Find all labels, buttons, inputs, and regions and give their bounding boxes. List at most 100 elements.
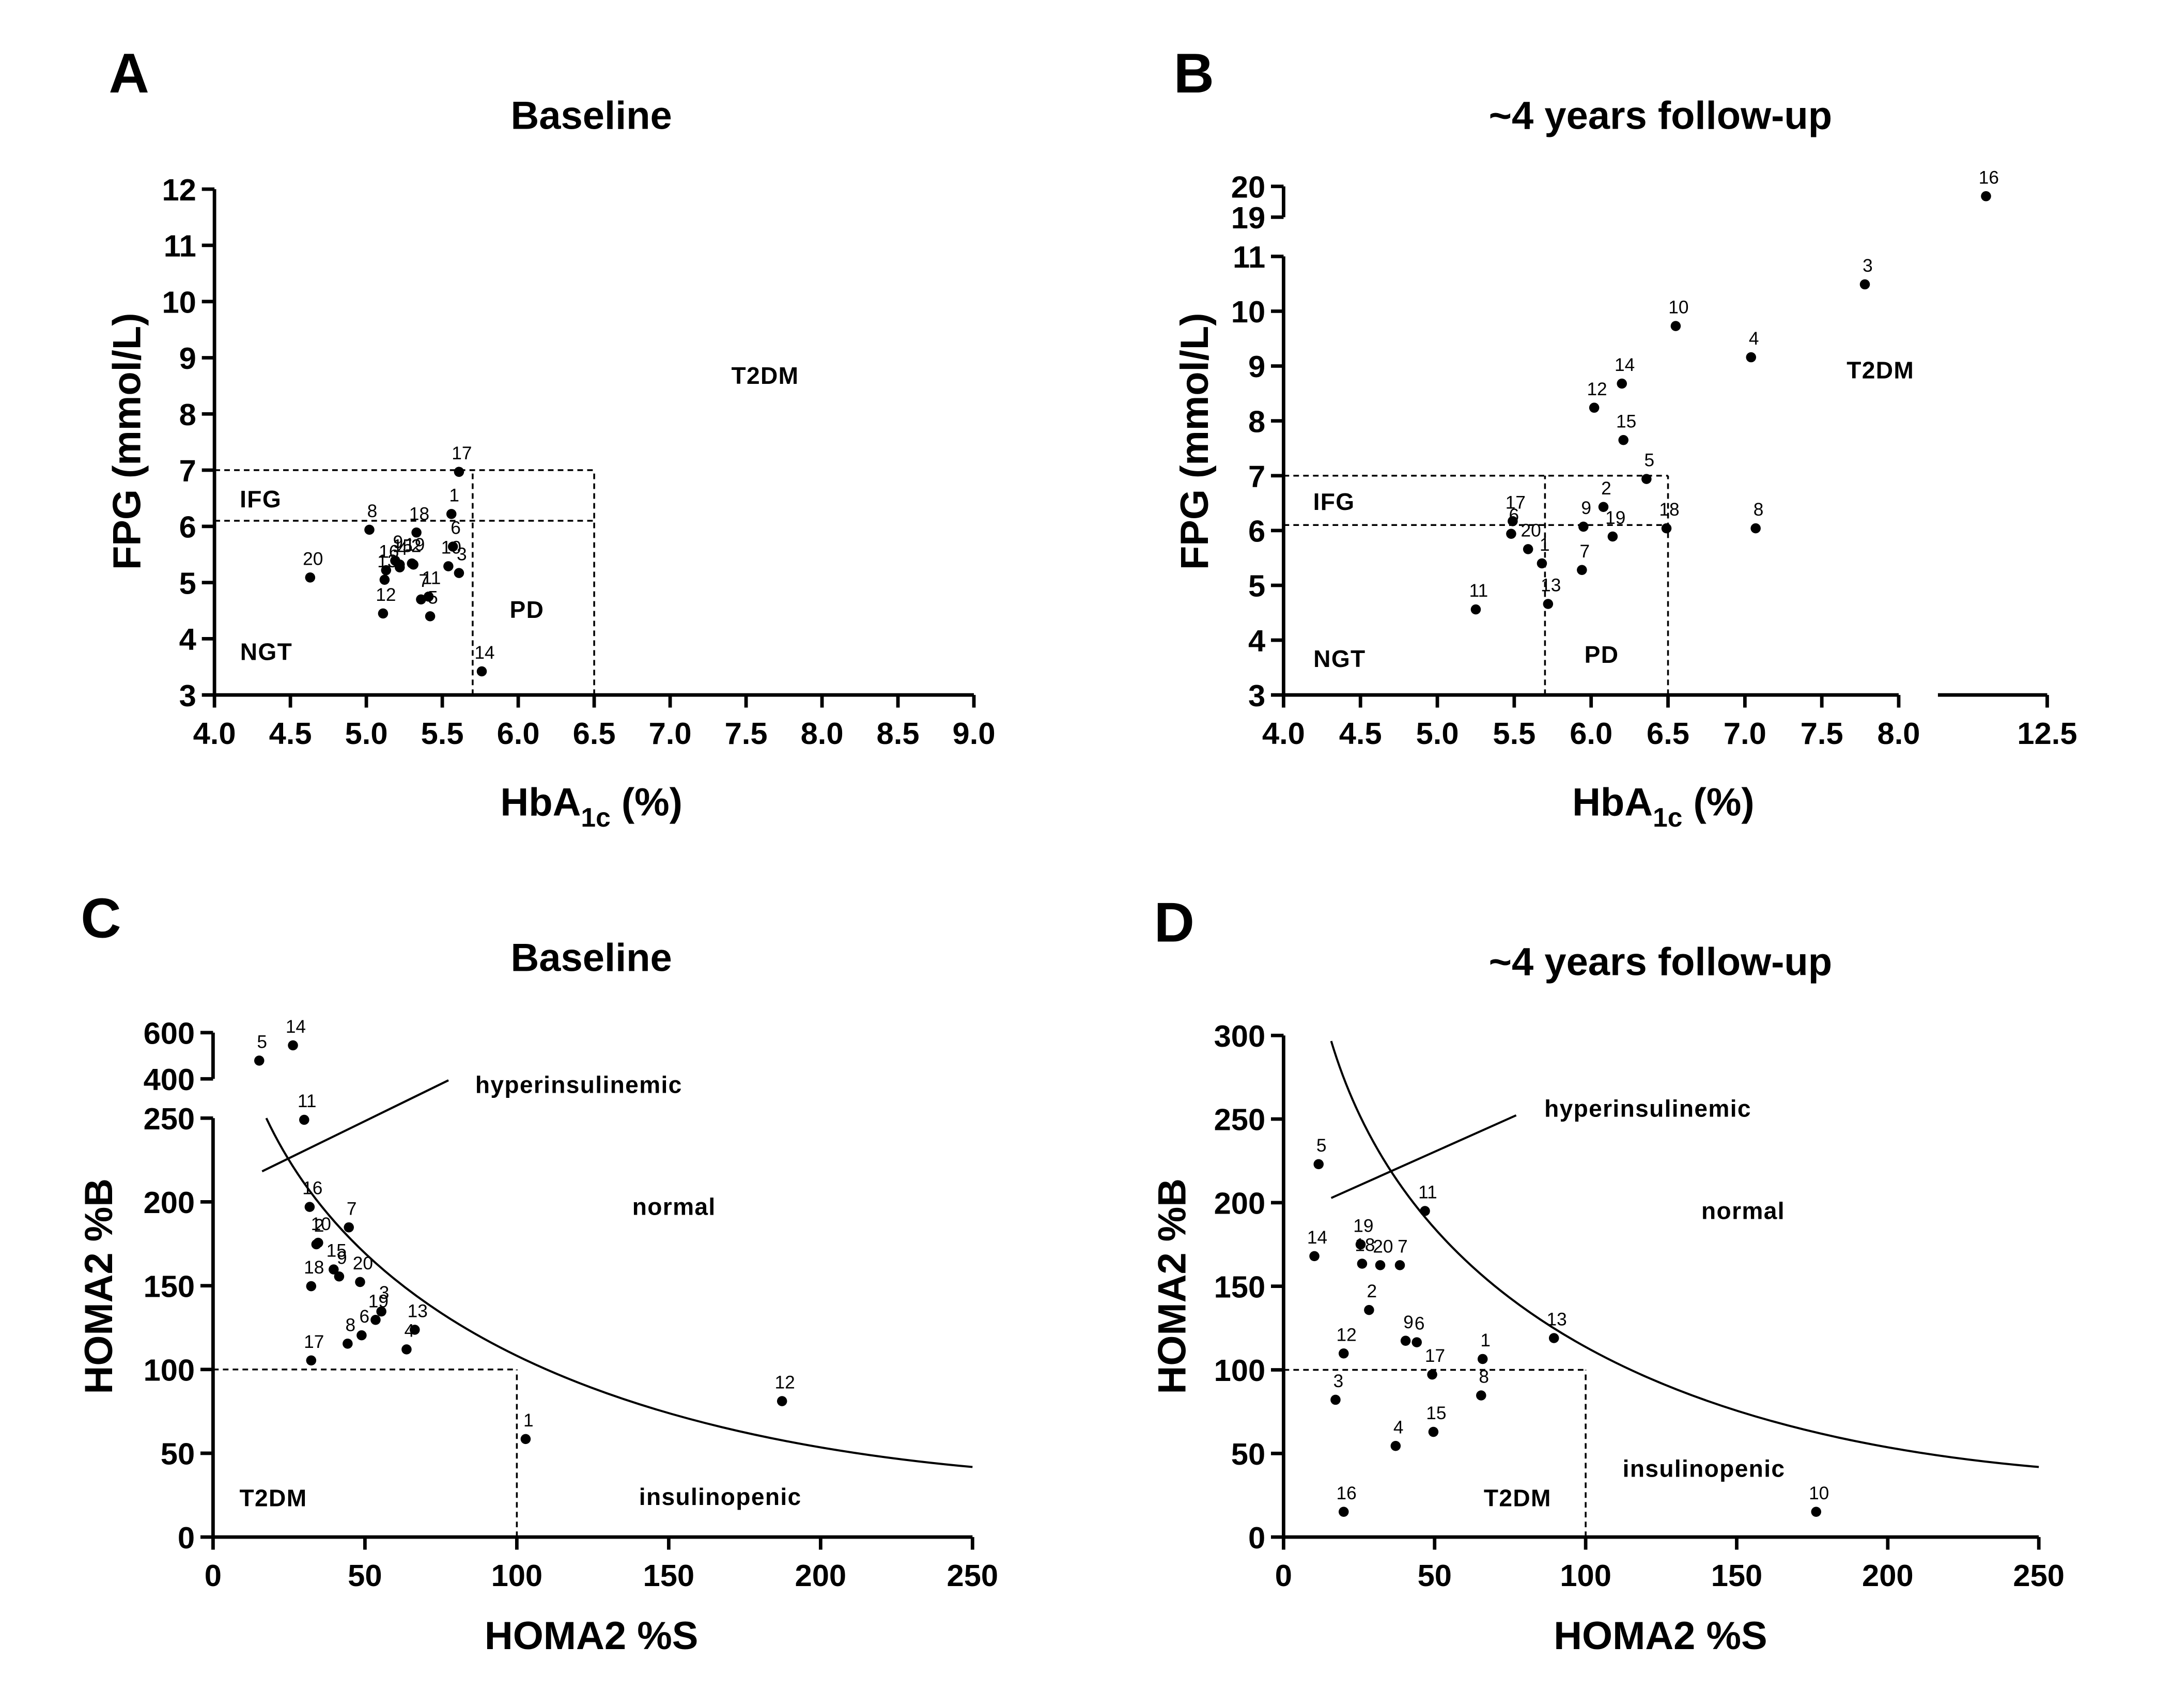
x-tick-label: 8.0 — [801, 716, 844, 751]
point-label: 7 — [347, 1199, 357, 1219]
y-tick-label: 19 — [1231, 200, 1265, 235]
point-label: 11 — [1418, 1183, 1437, 1203]
point-label: 18 — [409, 504, 429, 524]
point-label: 4 — [1393, 1417, 1404, 1437]
point-label: 1 — [523, 1410, 534, 1431]
data-point — [447, 541, 458, 552]
point-label: 8 — [367, 501, 378, 521]
data-point — [329, 1264, 339, 1275]
point-label: 6 — [360, 1307, 370, 1327]
point-label: 20 — [1373, 1236, 1393, 1256]
data-point — [1508, 516, 1518, 526]
data-point — [1375, 1260, 1386, 1270]
y-tick-label: 250 — [1214, 1103, 1266, 1137]
data-point — [1420, 1206, 1430, 1216]
x-axis-label-text: HOMA2 %S — [1554, 1614, 1767, 1658]
x-tick-label: 6.5 — [1647, 716, 1689, 751]
point-label: 4 — [397, 539, 408, 559]
data-point — [416, 594, 426, 605]
point-label: 13 — [408, 1301, 428, 1321]
point-label: 19 — [1353, 1216, 1373, 1236]
point-label: 16 — [1979, 167, 1999, 188]
data-point — [1537, 558, 1547, 569]
point-label: 3 — [457, 545, 467, 565]
data-point — [1577, 565, 1587, 576]
data-point — [777, 1396, 787, 1406]
point-label: 2 — [1601, 478, 1611, 499]
data-point — [1607, 531, 1618, 542]
data-point — [454, 467, 464, 477]
x-tick-label: 50 — [348, 1558, 382, 1593]
point-label: 1 — [1480, 1330, 1491, 1350]
x-tick-label: 250 — [2013, 1558, 2065, 1593]
data-point — [305, 572, 316, 583]
point-label: 5 — [1644, 451, 1654, 471]
x-axis-label: HOMA2 %S — [1554, 1614, 1767, 1658]
data-point — [378, 608, 389, 619]
data-point — [476, 666, 487, 677]
data-point — [379, 574, 390, 585]
point-label: 17 — [1506, 492, 1526, 513]
x-tick-label: 50 — [1418, 1558, 1452, 1593]
data-point — [1428, 1426, 1439, 1437]
point-label: 16 — [379, 541, 399, 562]
data-point — [1411, 1337, 1422, 1347]
x-axis-label-subscript: 1c — [581, 802, 610, 832]
point-label: 12 — [774, 1373, 795, 1393]
region-label: IFG — [1313, 488, 1355, 515]
y-tick-label: 4 — [179, 622, 196, 657]
pointer-line — [1330, 1114, 1517, 1199]
x-tick-label: 5.0 — [1416, 716, 1459, 751]
point-label: 15 — [1616, 411, 1636, 431]
y-tick-label: 12 — [162, 173, 196, 207]
region-label: hyperinsulinemic — [1544, 1095, 1751, 1122]
x-tick-label: 7.5 — [725, 716, 768, 751]
x-tick-label: 9.0 — [953, 716, 996, 751]
y-tick-label: 5 — [179, 566, 196, 600]
point-label: 18 — [304, 1257, 324, 1278]
point-label: 9 — [337, 1248, 347, 1268]
point-label: 17 — [304, 1332, 324, 1352]
y-tick-label: 8 — [1248, 404, 1265, 439]
data-point — [1477, 1354, 1488, 1364]
point-label: 14 — [1307, 1228, 1327, 1248]
region-label: T2DM — [1847, 356, 1914, 383]
data-point — [1543, 599, 1554, 609]
point-label: 5 — [257, 1032, 267, 1052]
panel-letter: D — [1154, 891, 1194, 954]
point-label: 16 — [302, 1178, 322, 1199]
point-label: 13 — [1547, 1310, 1567, 1330]
chart-title: ~4 years follow-up — [1489, 94, 1833, 138]
point-label: 12 — [1337, 1325, 1357, 1345]
data-point — [1476, 1390, 1486, 1401]
point-label: 6 — [1415, 1314, 1425, 1334]
data-point — [1364, 1305, 1374, 1315]
point-label: 2 — [1367, 1281, 1377, 1301]
x-tick-label: 8.5 — [877, 716, 920, 751]
x-tick-label: 5.5 — [1493, 716, 1535, 751]
y-tick-label: 0 — [178, 1520, 195, 1555]
region-label: T2DM — [731, 362, 799, 389]
chart-title: ~4 years follow-up — [1489, 940, 1833, 984]
x-axis-label: HOMA2 %S — [485, 1614, 698, 1658]
data-point — [1506, 529, 1516, 539]
y-tick-label: 50 — [1231, 1437, 1265, 1471]
x-axis-label-suffix: (%) — [611, 780, 682, 824]
y-tick-label: 150 — [1214, 1269, 1266, 1304]
point-label: 2 — [314, 1216, 324, 1236]
data-point — [454, 568, 464, 578]
x-tick-label: 6.5 — [573, 716, 616, 751]
y-tick-label: 0 — [1248, 1520, 1265, 1555]
point-label: 1 — [449, 485, 459, 505]
x-tick-label: 7.5 — [1801, 716, 1843, 751]
point-label: 9 — [1581, 498, 1591, 518]
region-label: NGT — [1313, 645, 1366, 672]
x-tick-label: 6.0 — [1570, 716, 1612, 751]
point-label: 19 — [368, 1291, 389, 1311]
region-label: PD — [510, 596, 545, 623]
y-axis-label: FPG (mmol/L) — [1173, 313, 1217, 570]
x-axis-label-subscript: 1c — [1653, 802, 1682, 832]
pointer-line — [261, 1079, 449, 1173]
data-point — [1394, 1260, 1405, 1270]
